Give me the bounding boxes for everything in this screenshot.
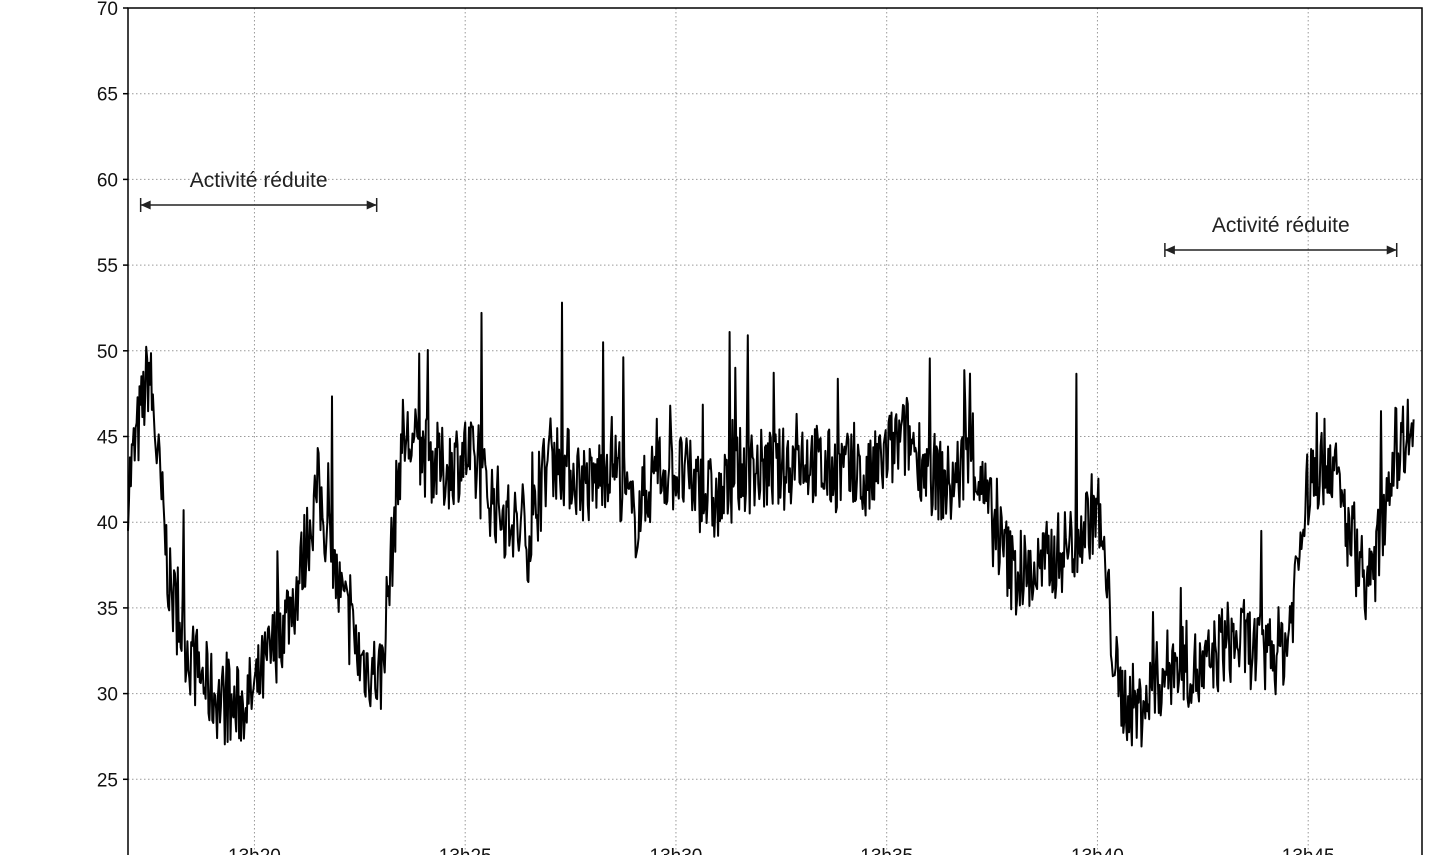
x-tick-label: 13h45: [1282, 846, 1335, 855]
annotations: Activité réduite Activité réduite: [139, 169, 1398, 257]
annotation-label: Activité réduite: [1212, 214, 1350, 237]
y-tick-label: 60: [97, 170, 118, 191]
y-tick-label: 45: [97, 428, 118, 449]
x-tick-label: 13h20: [228, 846, 281, 855]
y-tick-label: 65: [97, 85, 118, 106]
annotation-arrowhead-right: [366, 200, 377, 210]
annotation-arrowhead-right: [1386, 245, 1397, 255]
annotation-arrowhead-left: [1164, 245, 1175, 255]
annotation-label: Activité réduite: [190, 169, 328, 192]
series-line: [127, 301, 1415, 748]
y-tick-label: 30: [97, 685, 118, 706]
x-tick-label: 13h40: [1071, 846, 1124, 855]
y-tick-label: 50: [97, 342, 118, 363]
x-tick-label: 13h30: [650, 846, 703, 855]
y-tick-label: 25: [97, 770, 118, 791]
y-tick-label: 35: [97, 599, 118, 620]
annotation-arrowhead-left: [140, 200, 151, 210]
x-tick-label: 13h35: [860, 846, 913, 855]
axes: 202530354045505560657013h2013h2513h3013h…: [97, 0, 1335, 855]
x-tick-label: 13h25: [439, 846, 492, 855]
y-tick-label: 55: [97, 256, 118, 277]
y-tick-label: 40: [97, 513, 118, 534]
y-tick-label: 70: [97, 0, 118, 20]
